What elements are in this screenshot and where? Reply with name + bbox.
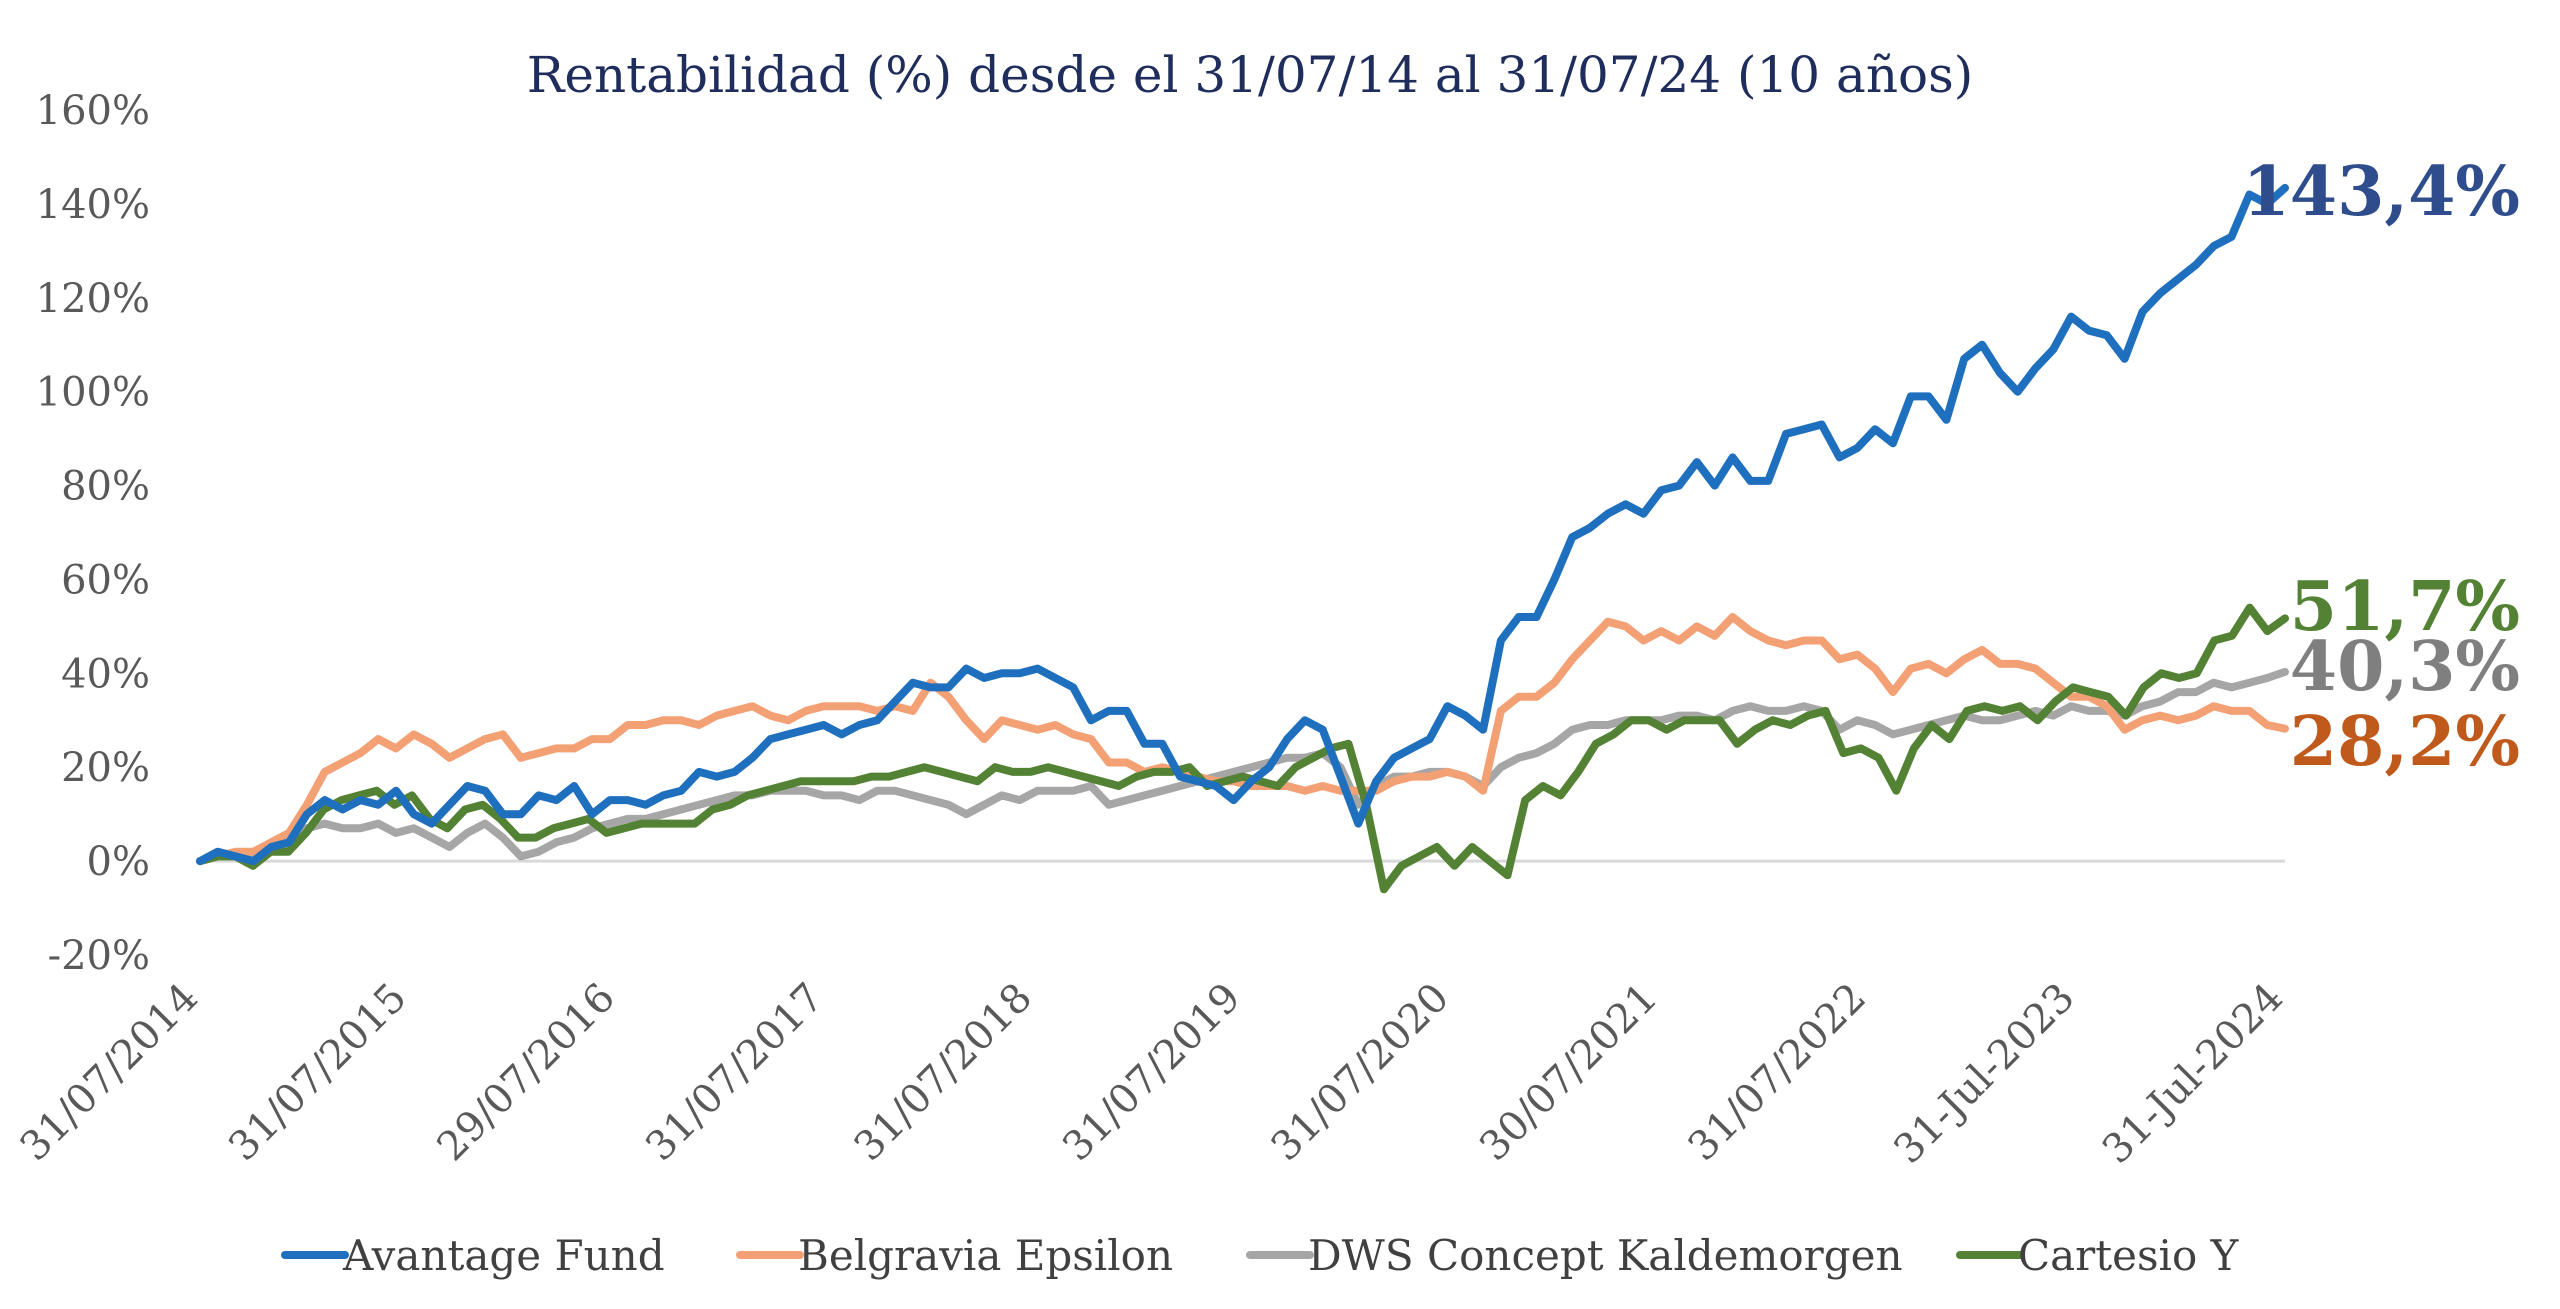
series-line-cartesio-y [196,603,2289,894]
x-axis: 31/07/2014 31/07/2015 29/07/2016 31/07/2017… [12,975,2293,1173]
end-value-label: 40,3% [2290,627,2520,707]
y-tick-label: 120% [36,276,150,322]
y-tick-label: 140% [36,182,150,228]
legend-label: Belgravia Epsilon [798,1231,1173,1280]
y-tick-label: 20% [61,745,150,791]
y-tick-label: 40% [61,651,150,697]
x-tick-label: 31/07/2014 [12,975,208,1171]
x-tick-label: 31-Jul-2023 [1885,975,2083,1173]
legend-label: Cartesio Y [2018,1231,2240,1280]
legend-label: Avantage Fund [342,1231,665,1280]
y-tick-label: 0% [87,839,150,885]
y-tick-label: 80% [61,464,150,510]
series-line-belgravia-epsilon [196,613,2289,866]
x-tick-label: 31/07/2015 [220,975,416,1171]
x-tick-label: 30/07/2021 [1471,975,1667,1171]
x-tick-label: 31-Jul-2024 [2094,975,2292,1173]
y-tick-label: 160% [36,88,150,134]
end-value-label: 51,7% [2290,567,2520,647]
end-labels: 143,4% 28,2%40,3%51,7% [2242,152,2520,782]
x-tick-label: 31/07/2017 [637,975,833,1171]
y-tick-label: 100% [36,370,150,416]
x-tick-label: 31/07/2018 [846,975,1042,1171]
x-tick-label: 29/07/2016 [429,975,625,1171]
x-tick-label: 31/07/2019 [1054,975,1250,1171]
legend-label: DWS Concept Kaldemorgen [1308,1231,1903,1280]
legend: Avantage Fund Belgravia Epsilon DWS Concep… [281,1231,2240,1280]
end-value-label: 28,2% [2290,702,2520,782]
series-line-dws-concept-kaldemorgen [196,667,2289,866]
chart-title: Rentabilidad (%) desde el 31/07/14 al 31… [527,46,1974,104]
end-value-label: 143,4% [2242,152,2520,232]
series-line-avantage-fund [196,183,2289,866]
y-tick-label: 60% [61,557,150,603]
y-axis: -20% 0% 20% 40% 60% 80% 100% 120% 140% 160% [36,88,150,979]
x-tick-label: 31/07/2020 [1263,975,1459,1171]
series-lines [196,183,2289,894]
x-tick-label: 31/07/2022 [1680,975,1876,1171]
y-tick-label: -20% [48,933,150,979]
